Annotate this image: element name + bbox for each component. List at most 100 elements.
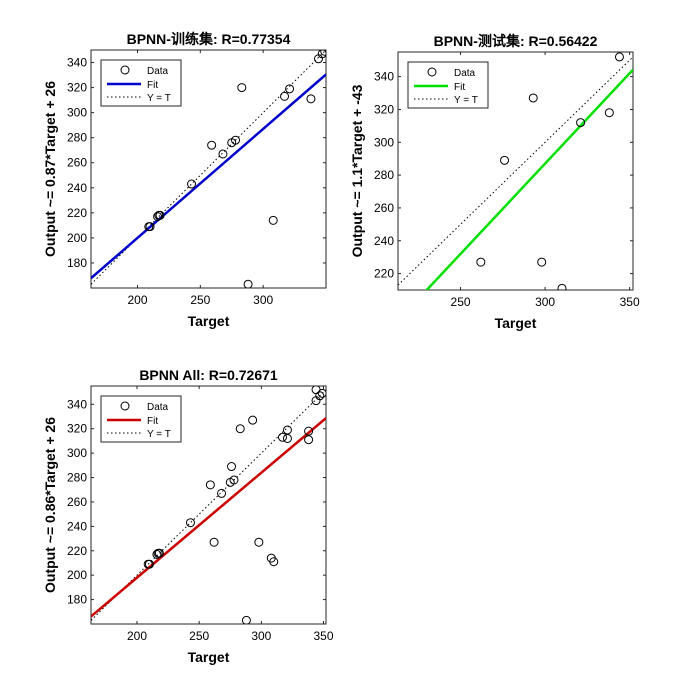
y-tick-label: 320: [67, 81, 87, 95]
data-point: [185, 518, 195, 528]
y-tick-label: 320: [67, 422, 87, 436]
y-tick-label: 180: [67, 593, 87, 607]
data-point: [500, 155, 510, 165]
data-point: [269, 557, 279, 567]
x-tick-label: 350: [620, 295, 640, 309]
data-point: [304, 435, 314, 445]
data-point: [277, 432, 287, 442]
legend-label-data: Data: [147, 402, 169, 413]
y-tick-label: 220: [374, 267, 394, 281]
data-point: [614, 52, 624, 62]
x-tick-label: 300: [251, 629, 271, 643]
identity-line: [91, 50, 326, 285]
y-tick-label: 300: [374, 135, 394, 149]
data-point: [317, 50, 326, 59]
data-point: [231, 135, 241, 145]
legend-label-fit: Fit: [454, 82, 465, 93]
chart-panel-2: 250 300 350 220 240 260 280 300 320 340 BPNN-测试集: …: [349, 33, 640, 331]
x-axis-label: Target: [188, 649, 230, 665]
data-point: [145, 222, 155, 232]
data-point: [282, 425, 292, 435]
data-point: [537, 257, 547, 267]
data-point: [154, 548, 164, 558]
y-tick-label: 240: [374, 234, 394, 248]
fit-line: [91, 73, 326, 280]
x-axis-label: Target: [188, 313, 230, 329]
data-point: [282, 433, 292, 443]
y-tick-label: 300: [67, 446, 87, 460]
identity-line: [398, 56, 633, 286]
y-tick-label: 240: [67, 181, 87, 195]
x-tick-label: 200: [127, 629, 147, 643]
data-point: [205, 480, 215, 490]
x-tick-label: 250: [190, 293, 210, 307]
y-tick-label: 280: [374, 168, 394, 182]
legend-data-marker: [120, 65, 130, 75]
data-point: [317, 388, 326, 398]
y-tick-label: 180: [67, 256, 87, 270]
identity-line: [91, 389, 326, 621]
legend-label-identity: Y = T: [147, 429, 171, 440]
x-tick-label: 250: [451, 295, 471, 309]
y-tick-label: 260: [67, 495, 87, 509]
y-tick-label: 280: [67, 471, 87, 485]
data-point: [218, 149, 228, 159]
y-axis-label: Output ~= 0.87*Target + 26: [42, 81, 58, 257]
data-point: [528, 93, 538, 103]
legend-label-data: Data: [454, 68, 476, 79]
legend-label-fit: Fit: [147, 80, 158, 91]
x-tick-label: 350: [313, 629, 333, 643]
data-point: [187, 179, 197, 189]
data-point: [207, 140, 217, 150]
fit-line: [91, 417, 326, 618]
data-point: [576, 118, 586, 128]
chart-panel-3: 200 250 300 350 180 200 220 240 260 280 300 320 340 B…: [42, 367, 334, 665]
legend: Data Fit Y = T: [407, 61, 489, 109]
data-point: [209, 537, 219, 547]
data-point: [306, 94, 316, 104]
data-point: [280, 91, 290, 101]
data-point: [476, 257, 486, 267]
data-point: [320, 50, 326, 56]
data-point: [144, 559, 154, 569]
chart-title: BPNN All: R=0.72671: [139, 367, 278, 383]
x-tick-label: 300: [535, 295, 555, 309]
data-point: [227, 462, 237, 472]
y-tick-label: 340: [67, 397, 87, 411]
data-point: [304, 426, 314, 436]
chart-panel-1: 200 250 300 180 200 220 240 260 280 300 320 340 BPNN…: [42, 31, 327, 329]
y-tick-label: 240: [67, 519, 87, 533]
y-tick-label: 220: [67, 544, 87, 558]
y-tick-label: 300: [67, 106, 87, 120]
y-tick-label: 260: [374, 201, 394, 215]
y-tick-label: 320: [374, 102, 394, 116]
y-tick-label: 200: [67, 568, 87, 582]
chart-title: BPNN-测试集: R=0.56422: [434, 33, 598, 49]
legend-label-fit: Fit: [147, 416, 158, 427]
data-point: [243, 279, 253, 288]
data-point: [268, 215, 278, 225]
y-axis-label: Output ~= 0.86*Target + 26: [42, 417, 58, 593]
y-tick-label: 340: [67, 56, 87, 70]
data-point: [254, 537, 264, 547]
x-tick-label: 200: [127, 293, 147, 307]
legend-data-marker: [120, 401, 130, 411]
data-point: [557, 283, 567, 290]
data-point: [315, 391, 325, 401]
chart-title: BPNN-训练集: R=0.77354: [127, 31, 291, 47]
data-point: [237, 83, 247, 93]
data-point: [217, 488, 227, 498]
y-tick-label: 260: [67, 156, 87, 170]
data-point: [241, 615, 251, 624]
y-tick-label: 200: [67, 231, 87, 245]
data-point: [285, 84, 295, 94]
legend: Data Fit Y = T: [100, 395, 182, 443]
x-tick-label: 300: [253, 293, 273, 307]
legend-label-identity: Y = T: [454, 95, 478, 106]
y-tick-label: 340: [374, 70, 394, 84]
fit-line: [425, 68, 633, 290]
data-point: [235, 424, 245, 434]
x-axis-label: Target: [495, 315, 537, 331]
legend-label-data: Data: [147, 66, 169, 77]
